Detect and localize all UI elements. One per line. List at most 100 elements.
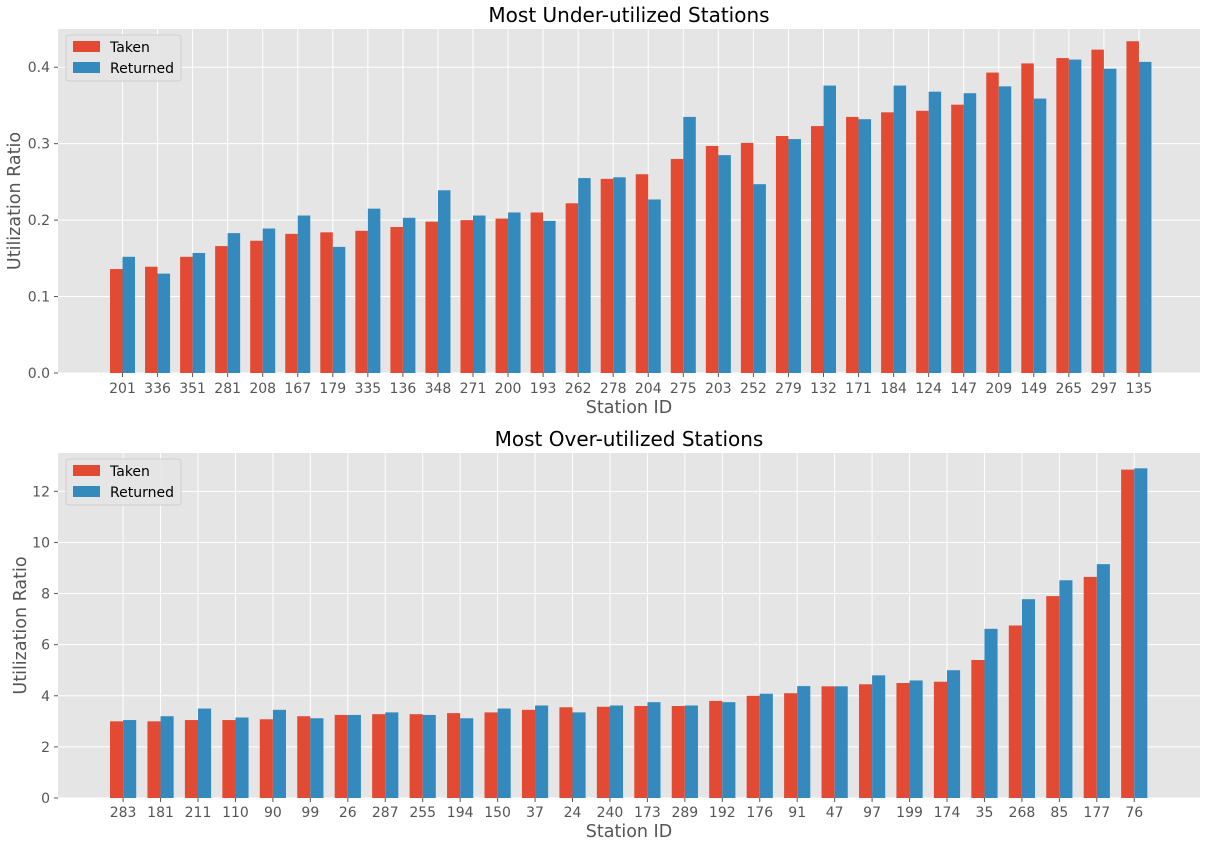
bar-taken-99 xyxy=(297,716,311,798)
x-tick-label: 283 xyxy=(110,805,137,821)
bar-taken-181 xyxy=(147,721,161,798)
bar-returned-278 xyxy=(613,177,626,373)
bar-taken-37 xyxy=(521,709,536,798)
y-tick-label: 0.1 xyxy=(28,290,50,306)
bar-returned-26 xyxy=(347,714,361,798)
bar-returned-209 xyxy=(998,86,1012,373)
x-tick-label: 200 xyxy=(495,381,522,397)
bar-taken-208 xyxy=(250,240,263,373)
bar-returned-76 xyxy=(1134,468,1148,798)
x-tick-label: 85 xyxy=(1050,805,1068,821)
bar-returned-167 xyxy=(297,215,311,373)
bar-taken-149 xyxy=(1021,63,1034,374)
bar-taken-24 xyxy=(559,707,573,798)
bar-taken-287 xyxy=(372,714,386,798)
x-tick-label: 262 xyxy=(565,381,592,397)
bar-taken-199 xyxy=(896,683,910,798)
bar-returned-192 xyxy=(722,702,736,798)
x-tick-label: 287 xyxy=(372,805,399,821)
bar-returned-275 xyxy=(683,116,696,374)
y-tick-label: 2 xyxy=(41,740,50,756)
y-tick-label: 0 xyxy=(41,791,50,807)
bar-returned-200 xyxy=(508,212,521,373)
bar-taken-91 xyxy=(784,693,798,798)
bar-returned-179 xyxy=(332,246,346,373)
bar-returned-35 xyxy=(984,628,998,798)
bar-returned-85 xyxy=(1059,580,1073,798)
bar-taken-252 xyxy=(740,142,754,373)
x-tick-label: 97 xyxy=(863,805,881,821)
bar-taken-177 xyxy=(1083,576,1097,798)
bar-returned-132 xyxy=(823,85,836,374)
x-tick-label: 124 xyxy=(915,381,942,397)
bar-taken-209 xyxy=(986,72,999,373)
bar-returned-255 xyxy=(422,714,436,798)
bar-taken-201 xyxy=(110,269,123,373)
bar-returned-265 xyxy=(1068,59,1082,373)
bar-returned-271 xyxy=(473,215,486,373)
x-tick-label: 268 xyxy=(1009,805,1036,821)
legend-label-returned: Returned xyxy=(110,61,174,77)
bar-returned-252 xyxy=(753,184,766,373)
x-tick-label: 35 xyxy=(976,805,994,821)
legend-label-taken: Taken xyxy=(109,40,150,56)
bar-returned-149 xyxy=(1033,98,1047,373)
x-tick-label: 147 xyxy=(950,381,977,397)
x-tick-label: 132 xyxy=(810,381,837,397)
bar-taken-85 xyxy=(1046,596,1060,798)
bar-taken-262 xyxy=(565,203,579,373)
y-tick-label: 0.3 xyxy=(28,137,50,153)
x-tick-label: 167 xyxy=(284,381,311,397)
bar-taken-132 xyxy=(811,126,824,373)
x-tick-label: 184 xyxy=(880,381,907,397)
x-tick-label: 99 xyxy=(301,805,319,821)
bar-taken-279 xyxy=(775,136,789,373)
x-tick-label: 26 xyxy=(339,805,357,821)
legend-swatch-taken xyxy=(73,41,100,52)
bar-returned-297 xyxy=(1103,68,1117,374)
bar-taken-147 xyxy=(951,104,964,374)
x-tick-label: 351 xyxy=(179,381,206,397)
chart-1: 0.0 0.1 0.2 0.3 0.4 201 336 351 281 208 167 179 335 1… xyxy=(5,3,1200,418)
x-tick-label: 179 xyxy=(319,381,346,397)
bar-returned-335 xyxy=(367,208,381,373)
bar-returned-199 xyxy=(909,680,923,798)
bar-returned-348 xyxy=(437,190,451,373)
x-tick-label: 201 xyxy=(109,381,136,397)
x-tick-label: 135 xyxy=(1126,381,1153,397)
bar-returned-136 xyxy=(402,217,416,373)
bar-returned-24 xyxy=(572,712,586,798)
bar-taken-297 xyxy=(1091,49,1104,373)
bar-taken-173 xyxy=(634,706,648,798)
bar-taken-271 xyxy=(460,220,473,373)
bar-taken-240 xyxy=(596,706,610,798)
bar-taken-268 xyxy=(1008,625,1022,798)
x-tick-label: 211 xyxy=(185,805,212,821)
bar-taken-76 xyxy=(1121,469,1135,798)
bar-taken-283 xyxy=(110,721,124,798)
bar-returned-208 xyxy=(262,228,276,373)
y-axis-label: Utilization Ratio xyxy=(11,556,31,694)
bar-taken-336 xyxy=(145,266,158,373)
bar-returned-289 xyxy=(684,705,698,798)
x-tick-label: 177 xyxy=(1083,805,1110,821)
y-tick-label: 12 xyxy=(32,484,50,500)
bar-returned-174 xyxy=(947,670,961,798)
bar-taken-204 xyxy=(635,174,649,373)
bar-returned-147 xyxy=(963,93,977,374)
bar-returned-287 xyxy=(385,712,399,798)
x-tick-label: 136 xyxy=(390,381,417,397)
legend-swatch-taken xyxy=(73,465,100,476)
bar-taken-184 xyxy=(881,112,894,373)
x-tick-label: 110 xyxy=(222,805,249,821)
y-tick-label: 6 xyxy=(41,638,50,654)
legend-label-returned: Returned xyxy=(110,485,174,501)
chart-title: Most Under-utilized Stations xyxy=(488,3,769,27)
bar-returned-283 xyxy=(123,720,137,798)
x-tick-label: 281 xyxy=(214,381,241,397)
y-tick-label: 10 xyxy=(32,535,50,551)
bar-returned-211 xyxy=(198,708,212,798)
bar-returned-268 xyxy=(1021,599,1035,798)
